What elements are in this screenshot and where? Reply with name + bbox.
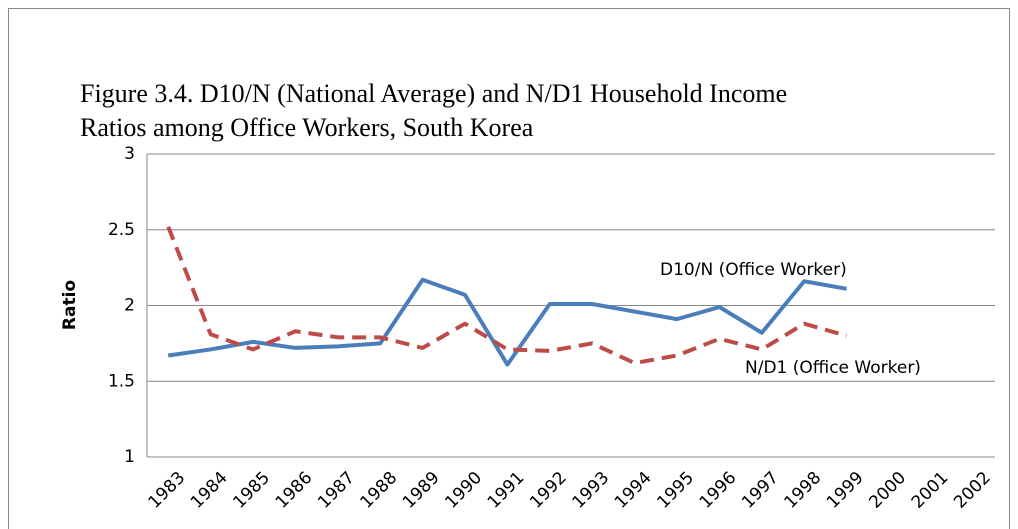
x-tick-label: 1994 [611, 468, 656, 513]
x-tick-label: 1986 [272, 468, 317, 513]
x-tick-label: 1995 [653, 468, 698, 513]
x-tick-label: 1989 [399, 468, 444, 513]
x-tick-label: 1999 [823, 468, 868, 513]
x-tick-label: 1996 [696, 468, 741, 513]
y-axis-label: Ratio [60, 280, 80, 330]
x-tick-label: 2002 [950, 468, 995, 513]
y-tick-label: 1 [124, 447, 135, 467]
chart-title: Figure 3.4. D10/N (National Average) and… [80, 79, 787, 108]
x-tick-label: 1991 [484, 468, 529, 513]
frame [8, 8, 1010, 529]
y-tick-label: 2 [124, 296, 135, 316]
line [167, 277, 847, 367]
y-tick-label: 1.5 [108, 371, 135, 391]
x-tick-label: 1988 [357, 468, 402, 513]
y-tick-label: 3 [124, 144, 135, 164]
x-tick-label: 2000 [865, 468, 910, 513]
series-label: N/D1 (Office Worker) [745, 358, 921, 378]
x-tick-label: 1993 [569, 468, 614, 513]
y-tick-label: 2.5 [108, 220, 135, 240]
x-tick-label: 1992 [526, 468, 571, 513]
x-tick-label: 1998 [781, 468, 826, 513]
x-tick-label: 1990 [441, 468, 486, 513]
line [166, 225, 848, 366]
x-tick-label: 1985 [229, 468, 274, 513]
series-label: D10/N (Office Worker) [660, 260, 847, 280]
chart-title: Ratios among Office Workers, South Korea [80, 113, 534, 142]
x-tick-label: 1984 [187, 468, 232, 513]
x-tick-label: 2001 [908, 468, 953, 513]
x-tick-label: 1997 [738, 468, 783, 513]
x-tick-label: 1983 [145, 468, 190, 513]
x-tick-label: 1987 [314, 468, 359, 513]
